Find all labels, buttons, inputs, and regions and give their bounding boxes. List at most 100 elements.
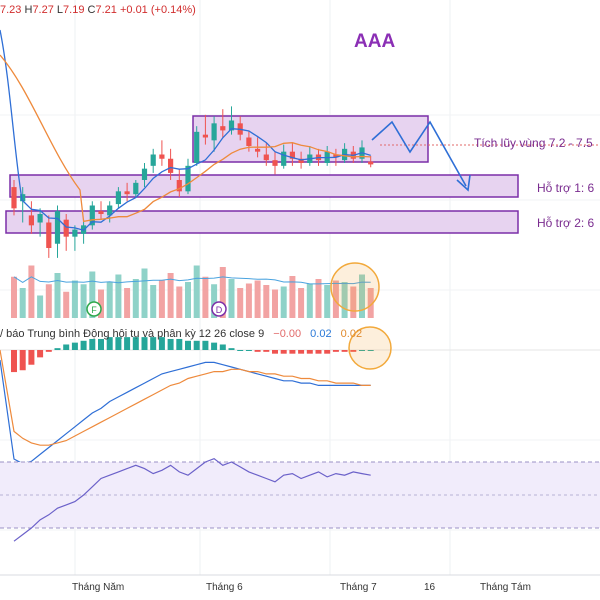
volume-bar <box>28 265 35 318</box>
volume-bar <box>158 280 165 318</box>
marker-f-circle <box>86 301 102 317</box>
candle-body <box>255 148 261 152</box>
macd-histogram-bar <box>11 350 17 373</box>
support1-annotation: Hỗ trợ 1: 6 <box>537 181 595 195</box>
volume-highlight-circle <box>330 262 380 312</box>
macd-histogram-bar <box>350 350 357 352</box>
macd-histogram-bar <box>202 340 209 350</box>
volume-bar <box>298 288 305 318</box>
volume-bar <box>350 286 357 318</box>
macd-histogram-bar <box>28 350 35 365</box>
close-label: C <box>87 4 96 16</box>
candle-body <box>150 154 156 166</box>
x-tick-label: Tháng 6 <box>206 582 243 593</box>
macd-signal-value: 0.02 <box>340 328 363 340</box>
candle-body <box>89 205 95 226</box>
volume-bar <box>280 286 287 318</box>
volume-bar <box>124 288 131 318</box>
candle-body <box>124 191 130 195</box>
highlight-circles <box>330 262 392 370</box>
macd-histogram-bar <box>245 350 252 351</box>
candle-body <box>63 219 69 237</box>
macd-histogram-bar <box>45 350 52 352</box>
macd-title: / báo Trung bình Động hội tụ và phân kỳ <box>0 328 196 340</box>
marker-f-label: F <box>91 305 97 315</box>
projection-arrow <box>456 174 471 192</box>
volume-bar <box>167 273 174 318</box>
macd-histogram-bar <box>298 350 305 354</box>
macd-histogram-bar <box>237 350 244 351</box>
change-value: +0.01 (+0.14%) <box>119 4 196 16</box>
macd-histogram-bar <box>367 350 374 351</box>
macd-histogram-bar <box>37 350 44 358</box>
candle-body <box>194 131 200 163</box>
volume-bar <box>202 276 209 318</box>
x-tick-label: Tháng Tám <box>480 582 531 593</box>
low-value: 7.19 <box>63 4 85 16</box>
projection-line <box>371 120 467 187</box>
volume-bar <box>324 285 331 318</box>
volume-bar <box>289 276 296 318</box>
candle-body <box>176 180 182 192</box>
accumulation-annotation: Tích lũy vùng 7.2 - 7.5 <box>474 136 593 150</box>
macd-histogram-bar <box>263 350 270 352</box>
volume-bar <box>80 284 87 318</box>
macd-histogram-bar <box>272 350 278 354</box>
volume-bar <box>237 288 244 318</box>
macd-histogram-bar <box>115 337 122 350</box>
macd-histogram-bar <box>132 337 139 350</box>
volume-bar <box>150 285 157 318</box>
x-tick-label: Tháng 7 <box>340 582 377 593</box>
macd-histogram-bar <box>63 344 70 350</box>
zones <box>5 115 600 234</box>
signal-line <box>0 349 371 446</box>
candle-body <box>46 222 52 248</box>
macd-histogram-bar <box>141 337 148 350</box>
volume-bar <box>19 288 26 318</box>
support2-zone <box>5 210 519 234</box>
candle-body <box>289 151 295 159</box>
macd-histogram-bar <box>280 350 287 354</box>
candle-body <box>107 205 113 216</box>
volume-bar <box>141 268 148 318</box>
candle-body <box>246 137 252 146</box>
fast-ma-line <box>0 29 371 231</box>
macd-histogram-bar <box>193 340 200 350</box>
volume-bar <box>245 283 252 318</box>
macd-histogram-bar <box>89 338 96 350</box>
macd-histogram-bar <box>185 340 191 350</box>
macd-histogram-bar <box>158 337 165 350</box>
candle-body <box>54 211 61 244</box>
volume-bar <box>219 267 226 318</box>
volume-bar <box>176 286 183 318</box>
volume-bar <box>254 280 261 318</box>
volume-bar <box>54 273 61 318</box>
low-label: L <box>56 4 64 16</box>
candle-body <box>202 134 208 138</box>
candle-body <box>368 161 374 165</box>
macd-histogram-bar <box>332 350 339 352</box>
candle-body <box>37 214 43 223</box>
volume-bar <box>263 285 270 318</box>
high-value: 7.27 <box>32 4 54 16</box>
support1-zone <box>9 174 519 198</box>
marker-d-label: D <box>216 305 223 315</box>
candle-body <box>133 182 139 195</box>
volume-bar <box>211 284 218 318</box>
volume-bar <box>185 282 191 318</box>
moving-averages <box>0 29 371 231</box>
candle-body <box>263 154 269 161</box>
volume-bar <box>45 284 52 318</box>
projection-path <box>371 120 471 192</box>
slow-ma-line <box>0 54 371 223</box>
candle-body <box>115 191 121 205</box>
candle-body <box>298 158 304 163</box>
x-tick-label: Tháng Năm <box>72 582 125 593</box>
volume-bar <box>98 289 104 318</box>
macd-histogram-bar <box>254 350 261 352</box>
volume-bar <box>132 279 139 318</box>
macd-panel <box>0 337 600 465</box>
candle-body <box>141 168 148 180</box>
high-label: H <box>24 4 33 16</box>
